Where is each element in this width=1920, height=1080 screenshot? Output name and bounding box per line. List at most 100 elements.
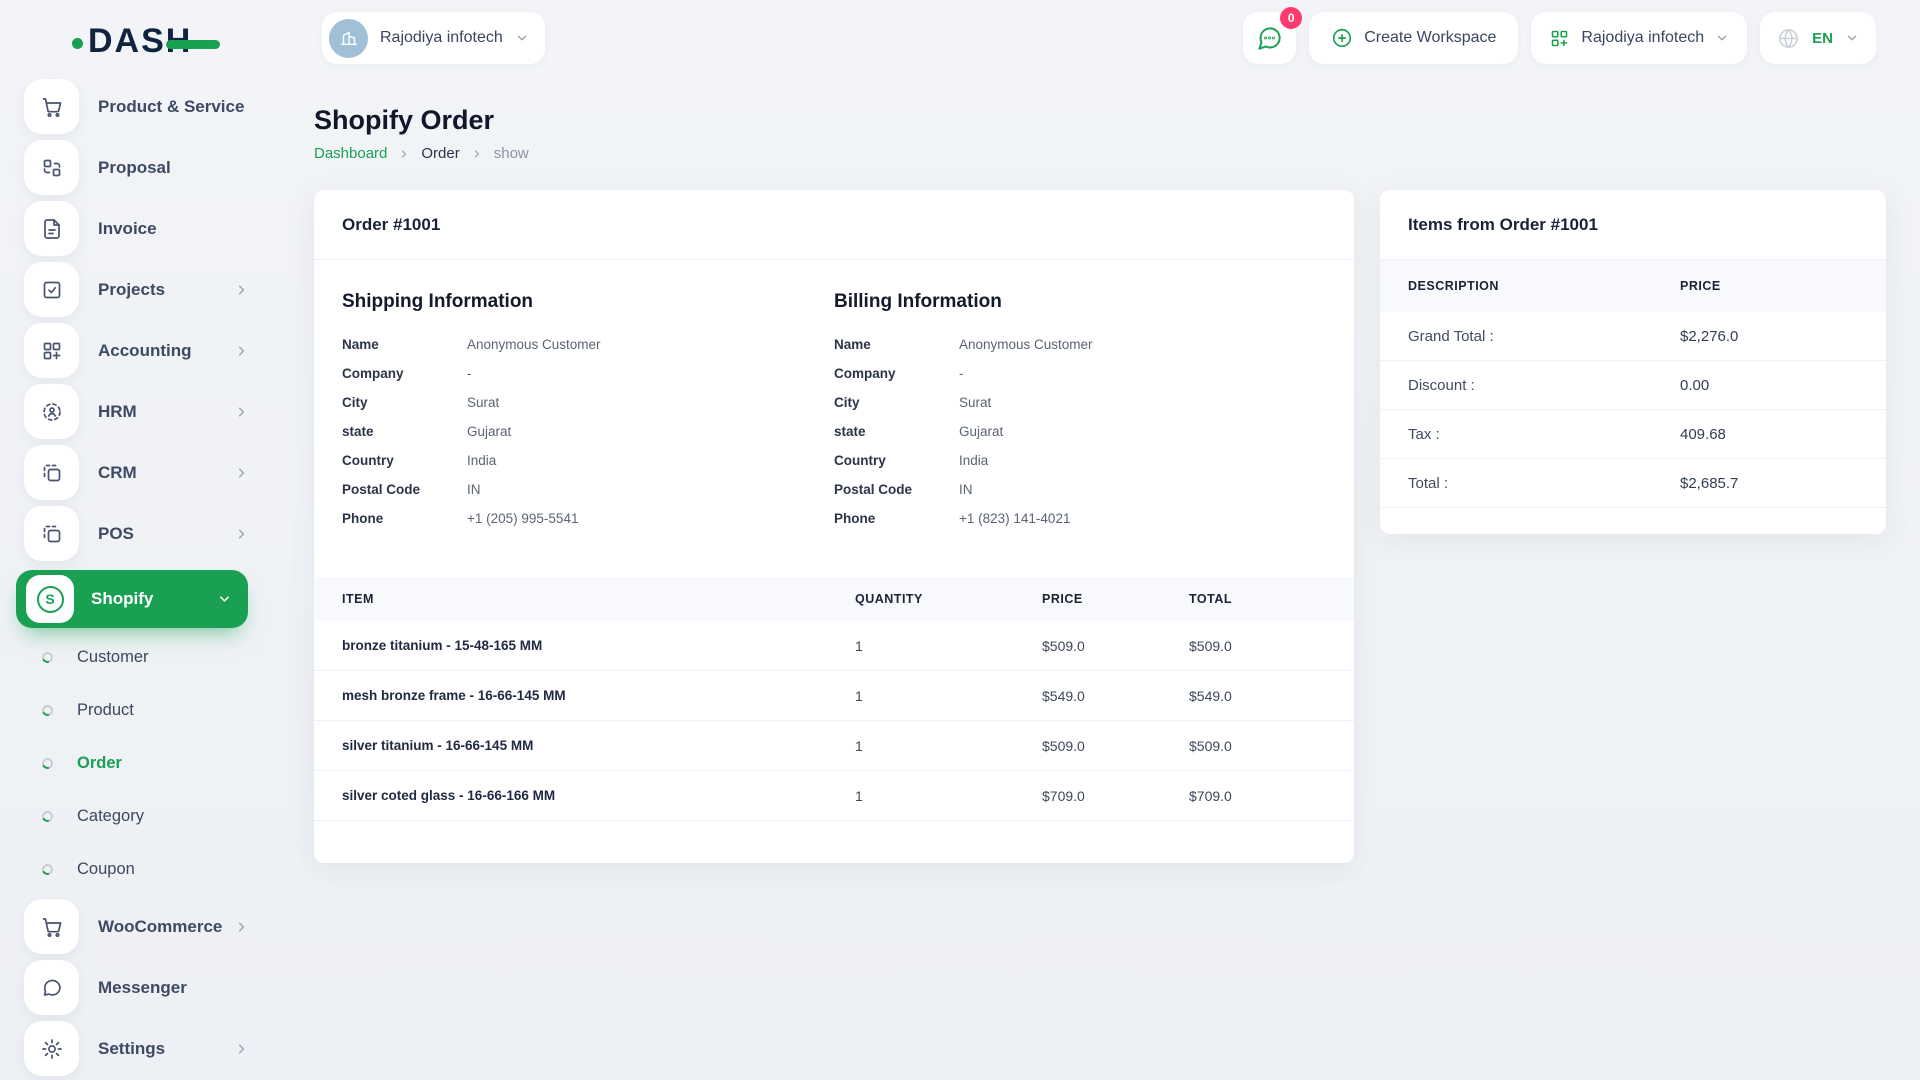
shipping-field-country: Country India xyxy=(342,453,834,469)
company-menu[interactable]: Rajodiya infotech xyxy=(1531,12,1747,64)
summary-row-tax: Tax : 409.68 xyxy=(1380,410,1886,459)
people-circle-icon xyxy=(24,384,79,439)
topbar-actions: 0 Create Workspace Rajodiya infotech xyxy=(1243,12,1876,64)
chevron-right-icon xyxy=(234,343,249,358)
order-card-title: Order #1001 xyxy=(314,190,1354,260)
overlap-squares-icon xyxy=(24,506,79,561)
sidebar-item-projects[interactable]: Projects xyxy=(0,259,265,320)
sidebar-item-woocommerce[interactable]: WooCommerce xyxy=(0,896,265,957)
workspace-avatar xyxy=(329,19,368,58)
order-summary-card: Items from Order #1001 DESCRIPTION PRICE… xyxy=(1380,190,1886,534)
shipping-field-city: City Surat xyxy=(342,395,834,411)
app-root: DASH Rajodiya infotech 0 xyxy=(0,0,1920,1080)
sidebar-item-category[interactable]: Category xyxy=(0,790,265,843)
chevron-down-icon xyxy=(1715,31,1729,45)
chevron-right-icon xyxy=(234,1041,249,1056)
workspace-name: Rajodiya infotech xyxy=(380,29,503,47)
column-header-description: DESCRIPTION xyxy=(1380,279,1680,293)
messages-badge: 0 xyxy=(1280,7,1302,29)
sidebar-item-product-service[interactable]: Product & Service xyxy=(0,76,265,137)
table-row: silver coted glass - 16-66-166 MM 1 $709… xyxy=(314,771,1354,821)
sidebar-item-label: Proposal xyxy=(98,158,171,178)
sidebar-item-product[interactable]: Product xyxy=(0,684,265,737)
sidebar-item-label: Shopify xyxy=(91,589,153,609)
shipping-field-company: Company - xyxy=(342,366,834,382)
sidebar-item-messenger[interactable]: Messenger xyxy=(0,957,265,1018)
sidebar-item-label: Product & Service xyxy=(98,97,244,117)
document-icon xyxy=(24,201,79,256)
chevron-down-icon xyxy=(217,592,232,607)
sidebar-item-pos[interactable]: POS xyxy=(0,503,265,564)
create-workspace-label: Create Workspace xyxy=(1364,29,1496,47)
billing-field-company: Company - xyxy=(834,366,1326,382)
gear-icon xyxy=(24,1021,79,1076)
shipping-field-postal-code: Postal Code IN xyxy=(342,482,834,498)
bullet-icon xyxy=(40,703,55,718)
chat-bubble-icon xyxy=(24,960,79,1015)
sidebar-item-label: HRM xyxy=(98,402,137,422)
column-header-item: ITEM xyxy=(314,592,855,606)
submenu-item-label: Coupon xyxy=(77,860,135,879)
dash-logo[interactable]: DASH xyxy=(72,22,220,61)
sidebar-item-crm[interactable]: CRM xyxy=(0,442,265,503)
billing-field-phone: Phone +1 (823) 141-4021 xyxy=(834,511,1326,527)
sidebar-item-label: Accounting xyxy=(98,341,192,361)
blocks-icon xyxy=(24,140,79,195)
bullet-icon xyxy=(40,756,55,771)
chevron-right-icon xyxy=(234,465,249,480)
column-header-total: TOTAL xyxy=(1189,592,1354,606)
create-workspace-button[interactable]: Create Workspace xyxy=(1309,12,1518,64)
breadcrumb: Dashboard Order show xyxy=(314,145,529,162)
chat-icon xyxy=(1256,25,1283,52)
submenu-item-label: Product xyxy=(77,701,134,720)
billing-field-state: state Gujarat xyxy=(834,424,1326,440)
billing-information: Billing Information Name Anonymous Custo… xyxy=(834,291,1326,540)
chevron-down-icon xyxy=(1845,31,1859,45)
chevron-right-icon xyxy=(471,148,483,160)
grid-plus-icon xyxy=(1549,28,1570,49)
shopify-s-icon: S xyxy=(26,575,74,623)
cart-icon xyxy=(24,79,79,134)
logo-dot-icon xyxy=(72,38,83,49)
sidebar-item-accounting[interactable]: Accounting xyxy=(0,320,265,381)
workspace-switcher[interactable]: Rajodiya infotech xyxy=(322,12,545,64)
chevron-right-icon xyxy=(398,148,410,160)
messages-button[interactable]: 0 xyxy=(1243,12,1296,64)
submenu-item-label: Customer xyxy=(77,648,149,667)
sidebar-item-coupon[interactable]: Coupon xyxy=(0,843,265,896)
sidebar-item-hrm[interactable]: HRM xyxy=(0,381,265,442)
sidebar-item-proposal[interactable]: Proposal xyxy=(0,137,265,198)
shipping-information-title: Shipping Information xyxy=(342,291,834,313)
table-row: silver titanium - 16-66-145 MM 1 $509.0 … xyxy=(314,721,1354,771)
shipping-field-phone: Phone +1 (205) 995-5541 xyxy=(342,511,834,527)
shipping-field-name: Name Anonymous Customer xyxy=(342,337,834,353)
sidebar-item-customer[interactable]: Customer xyxy=(0,631,265,684)
sidebar-item-invoice[interactable]: Invoice xyxy=(0,198,265,259)
language-menu[interactable]: EN xyxy=(1760,12,1876,64)
sidebar-item-label: Messenger xyxy=(98,978,187,998)
globe-icon xyxy=(1777,27,1800,50)
chevron-right-icon xyxy=(234,282,249,297)
building-icon xyxy=(338,27,360,49)
billing-field-country: Country India xyxy=(834,453,1326,469)
breadcrumb-show: show xyxy=(494,145,529,162)
sidebar-item-shopify[interactable]: S Shopify xyxy=(16,570,248,628)
shipping-field-state: state Gujarat xyxy=(342,424,834,440)
grid-plus-icon xyxy=(24,323,79,378)
billing-field-postal-code: Postal Code IN xyxy=(834,482,1326,498)
check-square-icon xyxy=(24,262,79,317)
sidebar-item-order[interactable]: Order xyxy=(0,737,265,790)
billing-field-name: Name Anonymous Customer xyxy=(834,337,1326,353)
sidebar-item-settings[interactable]: Settings xyxy=(0,1018,265,1079)
chevron-right-icon xyxy=(234,526,249,541)
sidebar-item-label: WooCommerce xyxy=(98,917,222,937)
billing-field-city: City Surat xyxy=(834,395,1326,411)
topbar: DASH Rajodiya infotech 0 xyxy=(0,0,1920,76)
submenu-item-label: Order xyxy=(77,754,122,773)
sidebar-item-label: Projects xyxy=(98,280,165,300)
order-items-table-header: ITEM QUANTITY PRICE TOTAL xyxy=(314,577,1354,621)
breadcrumb-dashboard-link[interactable]: Dashboard xyxy=(314,145,387,162)
bullet-icon xyxy=(40,862,55,877)
sidebar-item-label: Settings xyxy=(98,1039,165,1059)
chevron-right-icon xyxy=(234,919,249,934)
